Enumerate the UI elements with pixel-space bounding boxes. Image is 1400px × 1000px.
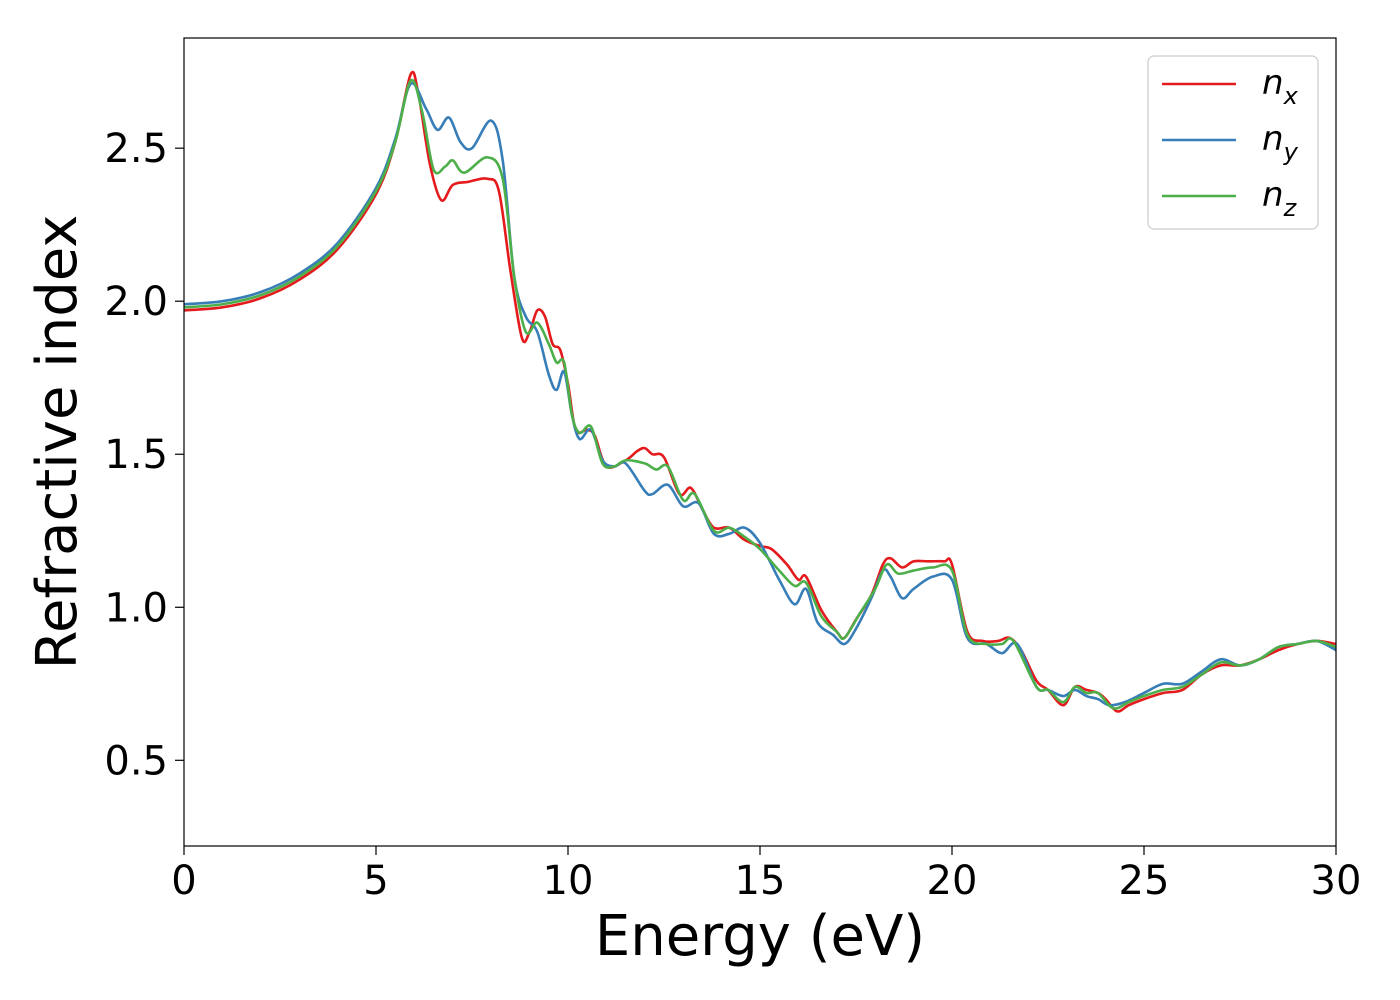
y-axis-ticks: 0.5 1.0 1.5 2.0 2.5 bbox=[104, 126, 184, 784]
y-tick-label: 1.0 bbox=[104, 585, 168, 631]
y-tick-label: 2.5 bbox=[104, 126, 168, 172]
x-tick-label: 25 bbox=[1119, 858, 1170, 904]
y-tick-label: 2.0 bbox=[104, 279, 168, 325]
series-layer bbox=[184, 70, 1336, 713]
y-tick-label: 0.5 bbox=[104, 738, 168, 784]
x-tick-label: 20 bbox=[927, 858, 978, 904]
x-tick-label: 10 bbox=[543, 858, 594, 904]
y-tick-label: 1.5 bbox=[104, 432, 168, 478]
x-axis-ticks: 0 5 10 15 20 25 30 bbox=[171, 846, 1361, 904]
x-axis-label: Energy (eV) bbox=[595, 904, 925, 969]
plot-area bbox=[184, 38, 1336, 846]
x-tick-label: 15 bbox=[735, 858, 786, 904]
series-line-nz bbox=[184, 78, 1336, 710]
x-tick-label: 5 bbox=[363, 858, 388, 904]
y-axis-label: Refractive index bbox=[25, 215, 90, 670]
legend-box bbox=[1147, 55, 1319, 230]
x-tick-label: 30 bbox=[1311, 858, 1362, 904]
x-tick-label: 0 bbox=[171, 858, 196, 904]
